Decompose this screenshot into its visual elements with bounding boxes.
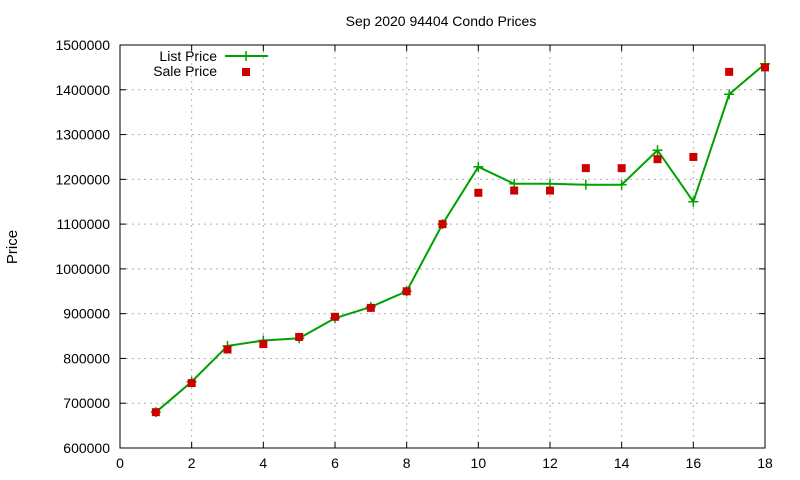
sale-price-point — [761, 63, 769, 72]
list-price-point — [616, 179, 627, 190]
y-tick-label: 1500000 — [55, 37, 110, 53]
y-tick-label: 600000 — [63, 440, 110, 456]
list-price-point — [473, 161, 484, 172]
x-tick-label: 2 — [188, 455, 196, 471]
grid — [120, 45, 765, 448]
y-tick-label: 900000 — [63, 306, 110, 322]
x-axis: 0 2 4 6 8 10 12 14 16 18 — [116, 45, 773, 471]
list-price-point — [688, 196, 699, 207]
series-layer — [150, 58, 770, 418]
sale-price-point — [295, 332, 304, 341]
sale-price-point — [366, 303, 375, 312]
y-tick-label: 1000000 — [55, 261, 110, 277]
sale-price-point — [617, 164, 626, 173]
sale-price-point — [438, 220, 447, 229]
y-tick-label: 1400000 — [55, 82, 110, 98]
sale-price-point — [689, 152, 698, 161]
sale-price-point — [546, 186, 554, 195]
sale-price-point — [725, 67, 734, 76]
sale-price-point — [331, 312, 339, 321]
x-tick-label: 4 — [259, 455, 267, 471]
sale-price-point — [223, 345, 232, 354]
y-tick-label: 700000 — [63, 395, 110, 411]
sale-price-point — [510, 186, 519, 195]
sale-price-point — [474, 188, 483, 197]
x-tick-label: 0 — [116, 455, 124, 471]
list-price-line — [155, 63, 766, 413]
y-tick-label: 1200000 — [55, 171, 110, 187]
plot-frame — [119, 44, 766, 449]
legend-label-sale-price: Sale Price — [153, 63, 217, 79]
series-list-price — [150, 58, 770, 418]
legend-marker-sale-price — [242, 68, 250, 76]
x-tick-label: 6 — [331, 455, 339, 471]
y-axis: 600000 700000 800000 900000 1000000 1100000 12… — [55, 37, 765, 456]
sale-price-point — [581, 164, 590, 173]
legend-label-list-price: List Price — [159, 48, 217, 64]
sale-price-point — [259, 340, 268, 349]
y-tick-label: 1300000 — [55, 127, 110, 143]
sale-price-point — [187, 379, 196, 388]
sale-price-point — [402, 287, 411, 296]
x-tick-label: 16 — [686, 455, 702, 471]
y-axis-title: Price — [4, 230, 21, 264]
chart-title: Sep 2020 94404 Condo Prices — [346, 13, 537, 29]
y-tick-label: 1100000 — [57, 216, 111, 232]
x-tick-label: 8 — [403, 455, 411, 471]
x-tick-label: 10 — [471, 455, 487, 471]
x-tick-label: 12 — [542, 455, 558, 471]
sale-price-point — [653, 155, 662, 164]
sale-price-point — [151, 408, 160, 417]
list-price-point — [724, 89, 735, 100]
x-tick-label: 14 — [614, 455, 630, 471]
series-sale-price — [151, 63, 769, 417]
legend-marker-list-price — [241, 51, 251, 61]
x-tick-label: 18 — [757, 455, 773, 471]
list-price-point — [652, 145, 663, 156]
legend: List Price Sale Price — [153, 48, 268, 79]
y-tick-label: 800000 — [63, 350, 110, 366]
list-price-point — [580, 179, 591, 190]
